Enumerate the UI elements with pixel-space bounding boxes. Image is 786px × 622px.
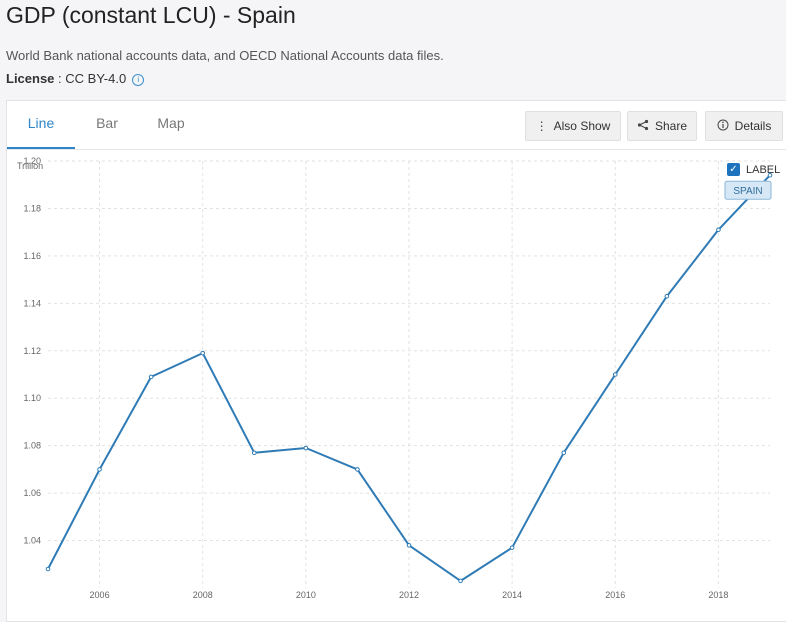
info-icon[interactable]: i	[132, 74, 145, 86]
share-button[interactable]: Share	[627, 111, 697, 141]
tab-map[interactable]: Map	[157, 115, 185, 131]
data-point	[458, 578, 463, 584]
also-show-label: Also Show	[553, 119, 611, 133]
data-point	[612, 372, 618, 377]
y-tick-label: 1.08	[23, 441, 41, 451]
data-point	[45, 566, 51, 572]
data-point	[509, 545, 515, 550]
data-point	[200, 350, 206, 356]
series-label-spain: SPAIN	[733, 186, 762, 197]
x-tick-label: 2006	[90, 590, 110, 600]
details-label: Details	[734, 119, 772, 133]
kebab-icon: ⋮	[535, 119, 548, 133]
x-tick-label: 2012	[399, 590, 419, 600]
y-tick-label: 1.06	[23, 488, 41, 498]
y-tick-label: 1.14	[23, 298, 41, 308]
license-line: License : CC BY-4.0 i	[6, 71, 145, 86]
x-tick-label: 2018	[708, 590, 728, 600]
data-point	[355, 467, 360, 472]
data-point	[97, 467, 102, 472]
tab-bar-chart[interactable]: Bar	[96, 115, 118, 131]
y-tick-label: 1.04	[23, 536, 41, 546]
y-tick-label: 1.18	[23, 203, 41, 213]
page-title: GDP (constant LCU) - Spain	[6, 2, 296, 28]
x-tick-label: 2010	[296, 590, 316, 600]
data-point	[148, 374, 154, 380]
x-tick-label: 2014	[502, 590, 522, 600]
y-tick-label: 1.20	[23, 156, 41, 166]
data-point	[303, 445, 309, 451]
label-toggle[interactable]: ✓ LABEL	[727, 163, 780, 176]
also-show-button[interactable]: ⋮ Also Show	[525, 111, 621, 141]
data-point	[561, 450, 567, 456]
data-point	[664, 293, 670, 299]
y-tick-label: 1.12	[23, 346, 41, 356]
series-label-box	[724, 180, 772, 200]
license-value: : CC BY-4.0	[54, 71, 127, 86]
tab-bar: Line Bar Map ⋮ Also Show Share Details	[7, 101, 786, 150]
data-point	[716, 227, 721, 233]
y-tick-label: 1.10	[23, 393, 41, 403]
tab-line[interactable]: Line	[7, 101, 75, 149]
data-point	[767, 172, 773, 178]
data-point	[406, 543, 412, 548]
source-text: World Bank national accounts data, and O…	[6, 48, 444, 63]
y-axis-label: Trillion	[17, 161, 43, 171]
label-toggle-text: LABEL	[746, 163, 781, 176]
line-chart: Trillion 1.04 1.06 1.08 1.10 1.12 1.14 1.16 1.18…	[17, 156, 773, 600]
details-icon	[717, 112, 729, 141]
chart-area: Trillion 1.04 1.06 1.08 1.10 1.12 1.14 1.16 1.18…	[7, 151, 786, 616]
license-label: License	[6, 71, 55, 86]
x-tick-label: 2008	[193, 590, 213, 600]
chart-card: Line Bar Map ⋮ Also Show Share Details	[6, 100, 786, 622]
y-tick-label: 1.16	[23, 251, 41, 261]
details-button[interactable]: Details	[705, 111, 783, 141]
share-label: Share	[654, 119, 688, 133]
data-point	[251, 450, 257, 456]
x-tick-label: 2016	[605, 590, 625, 600]
check-icon[interactable]: ✓	[727, 163, 740, 176]
share-icon	[637, 112, 649, 141]
